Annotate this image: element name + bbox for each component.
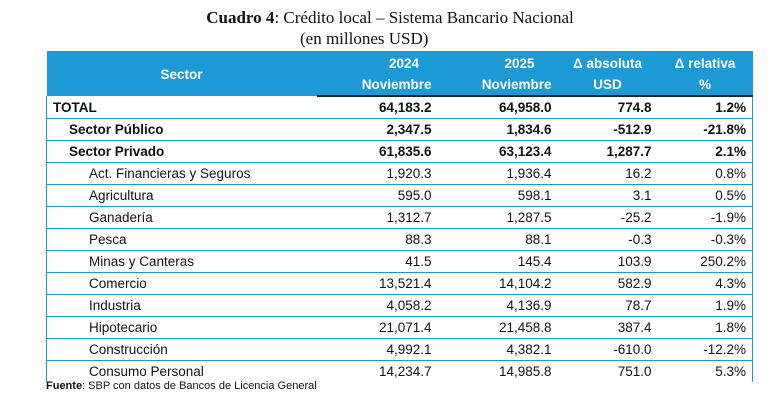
value-2025-cell: 598.1 bbox=[437, 184, 558, 207]
abs-change-cell: -512.9 bbox=[557, 118, 658, 141]
table-row: Consumo Personal 14,234.7 14,985.8 751.0 5.3… bbox=[46, 360, 753, 382]
rel-change-cell: 1.9% bbox=[657, 294, 753, 317]
rel-change-cell: -0.3% bbox=[657, 228, 753, 251]
source-label: Fuente bbox=[46, 380, 83, 392]
abs-change-cell: 774.8 bbox=[557, 96, 658, 119]
source-note: Fuente: SBP con datos de Bancos de Licen… bbox=[46, 380, 317, 392]
rel-change-cell: 5.3% bbox=[657, 360, 753, 382]
sector-cell: Sector Público bbox=[46, 118, 317, 141]
sector-cell: Minas y Canteras bbox=[46, 250, 317, 273]
value-2025-cell: 21,458.8 bbox=[437, 316, 558, 339]
abs-change-cell: 582.9 bbox=[557, 272, 658, 295]
table-subtitle: (en millones USD) bbox=[300, 29, 429, 48]
value-2024-cell: 595.0 bbox=[316, 184, 438, 207]
value-2024-cell: 88.3 bbox=[316, 228, 438, 251]
header-subrow: Noviembre Noviembre USD % bbox=[47, 74, 753, 97]
value-2024-cell: 1,920.3 bbox=[316, 162, 438, 185]
sector-cell: Consumo Personal bbox=[46, 360, 317, 382]
rel-change-cell: -21.8% bbox=[657, 118, 753, 141]
rel-change-cell: 2.1% bbox=[657, 140, 753, 163]
sector-cell: Pesca bbox=[46, 228, 317, 251]
sector-cell: Construcción bbox=[46, 338, 317, 361]
value-2024-cell: 14,234.7 bbox=[378, 364, 432, 379]
abs-change-cell: 1,287.7 bbox=[557, 140, 658, 163]
rel-change-cell: 0.5% bbox=[657, 184, 753, 207]
sector-cell: Act. Financieras y Seguros bbox=[46, 162, 317, 185]
table-row: Act. Financieras y Seguros 1,920.3 1,936.4… bbox=[46, 162, 753, 185]
title-label: Cuadro 4 bbox=[206, 8, 275, 27]
value-2025-cell: 64,958.0 bbox=[437, 96, 558, 119]
header-2024: 2024 bbox=[316, 51, 438, 74]
sector-cell: Ganadería bbox=[46, 206, 317, 229]
value-2025-cell: 4,382.1 bbox=[437, 338, 558, 361]
value-2024-cell: 41.5 bbox=[316, 250, 438, 273]
value-2025-cell: 14,985.8 bbox=[498, 364, 552, 379]
rel-change-cell: 250.2% bbox=[657, 250, 753, 273]
abs-change-cell: 78.7 bbox=[557, 294, 658, 317]
rel-change-cell: 1.8% bbox=[657, 316, 753, 339]
abs-change-cell: 103.9 bbox=[557, 250, 658, 273]
header-2024-sub: Noviembre bbox=[316, 74, 438, 97]
value-2024-cell: 2,347.5 bbox=[316, 118, 438, 141]
header-sector: Sector bbox=[46, 51, 317, 96]
abs-change-cell: 751.0 bbox=[617, 364, 652, 379]
rel-change-cell: 0.8% bbox=[657, 162, 753, 185]
header-2025-sub: Noviembre bbox=[437, 74, 558, 97]
table-row: Ganadería 1,312.7 1,287.5 -25.2 -1.9% bbox=[46, 206, 753, 229]
header-abs: Δ absoluta bbox=[557, 51, 658, 74]
table-row: TOTAL 64,183.2 64,958.0 774.8 1.2% bbox=[46, 96, 753, 119]
value-2025-cell: 4,136.9 bbox=[437, 294, 558, 317]
abs-change-cell: -0.3 bbox=[557, 228, 658, 251]
sector-cell: Comercio bbox=[46, 272, 317, 295]
table-row: Minas y Canteras 41.5 145.4 103.9 250.2% bbox=[46, 250, 753, 273]
table-row: Pesca 88.3 88.1 -0.3 -0.3% bbox=[46, 228, 753, 251]
sector-cell: Sector Privado bbox=[46, 140, 317, 163]
table-row: Construcción 4,992.1 4,382.1 -610.0 -12.2% bbox=[46, 338, 753, 361]
sector-cell: Industria bbox=[46, 294, 317, 317]
header-2025: 2025 bbox=[437, 51, 558, 74]
abs-change-cell: -610.0 bbox=[557, 338, 658, 361]
value-2025-cell: 14,104.2 bbox=[437, 272, 558, 295]
value-2024-cell: 21,071.4 bbox=[316, 316, 438, 339]
sector-cell: Agricultura bbox=[46, 184, 317, 207]
table-row: Sector Público 2,347.5 1,834.6 -512.9 -21.8% bbox=[46, 118, 753, 141]
value-2024-cell: 64,183.2 bbox=[316, 96, 438, 119]
rel-change-cell: 4.3% bbox=[657, 272, 753, 295]
credit-table: Sector 2024 2025 Δ absoluta Δ relativa N… bbox=[46, 51, 753, 382]
table-row: Hipotecario 21,071.4 21,458.8 387.4 1.8% bbox=[46, 316, 753, 339]
value-2025-cell: 1,936.4 bbox=[437, 162, 558, 185]
table-row: Industria 4,058.2 4,136.9 78.7 1.9% bbox=[46, 294, 753, 317]
value-2024-cell: 4,058.2 bbox=[316, 294, 438, 317]
source-text: : SBP con datos de Bancos de Licencia Ge… bbox=[82, 380, 317, 392]
header-row: Sector 2024 2025 Δ absoluta Δ relativa bbox=[46, 51, 753, 96]
value-2025-cell: 145.4 bbox=[437, 250, 558, 273]
value-2024-cell: 13,521.4 bbox=[316, 272, 438, 295]
value-2024-cell: 4,992.1 bbox=[316, 338, 438, 361]
value-2024-cell: 1,312.7 bbox=[316, 206, 438, 229]
rel-change-cell: 1.2% bbox=[657, 96, 753, 119]
table-row: Sector Privado 61,835.6 63,123.4 1,287.7 2.1… bbox=[46, 140, 753, 163]
header-abs-sub: USD bbox=[557, 74, 658, 97]
value-2025-cell: 1,287.5 bbox=[437, 206, 558, 229]
title-text: : Crédito local – Sistema Bancario Nacio… bbox=[274, 8, 574, 27]
table-row: Comercio 13,521.4 14,104.2 582.9 4.3% bbox=[46, 272, 753, 295]
header-rel-sub: % bbox=[657, 74, 753, 97]
value-2024-cell: 61,835.6 bbox=[316, 140, 438, 163]
header-rel: Δ relativa bbox=[657, 51, 753, 74]
abs-change-cell: 3.1 bbox=[557, 184, 658, 207]
sector-cell: TOTAL bbox=[46, 96, 317, 119]
abs-change-cell: 387.4 bbox=[557, 316, 658, 339]
table-title: Cuadro 4: Crédito local – Sistema Bancar… bbox=[0, 8, 780, 28]
value-2025-cell: 1,834.6 bbox=[437, 118, 558, 141]
rel-change-cell: -1.9% bbox=[657, 206, 753, 229]
value-2025-cell: 88.1 bbox=[437, 228, 558, 251]
sector-cell: Hipotecario bbox=[46, 316, 317, 339]
abs-change-cell: -25.2 bbox=[557, 206, 658, 229]
value-2025-cell: 63,123.4 bbox=[437, 140, 558, 163]
abs-change-cell: 16.2 bbox=[557, 162, 658, 185]
table-row: Agricultura 595.0 598.1 3.1 0.5% bbox=[46, 184, 753, 207]
rel-change-cell: -12.2% bbox=[657, 338, 753, 361]
